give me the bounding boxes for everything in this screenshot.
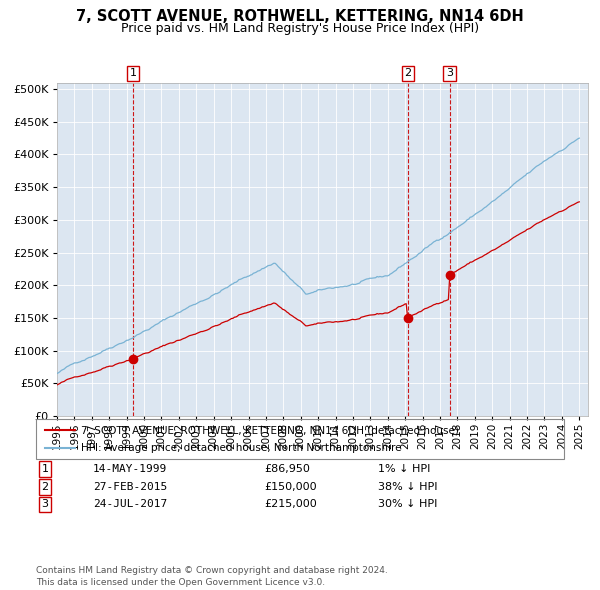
Text: Contains HM Land Registry data © Crown copyright and database right 2024.
This d: Contains HM Land Registry data © Crown c… bbox=[36, 566, 388, 587]
Text: 14-MAY-1999: 14-MAY-1999 bbox=[93, 464, 167, 474]
Text: 38% ↓ HPI: 38% ↓ HPI bbox=[378, 482, 437, 491]
Text: £215,000: £215,000 bbox=[264, 500, 317, 509]
Text: HPI: Average price, detached house, North Northamptonshire: HPI: Average price, detached house, Nort… bbox=[81, 442, 401, 453]
Text: 1: 1 bbox=[130, 68, 137, 78]
Text: 24-JUL-2017: 24-JUL-2017 bbox=[93, 500, 167, 509]
Text: 2: 2 bbox=[404, 68, 412, 78]
Text: 1: 1 bbox=[41, 464, 49, 474]
Text: 1% ↓ HPI: 1% ↓ HPI bbox=[378, 464, 430, 474]
Text: Price paid vs. HM Land Registry's House Price Index (HPI): Price paid vs. HM Land Registry's House … bbox=[121, 22, 479, 35]
Text: £150,000: £150,000 bbox=[264, 482, 317, 491]
Text: £86,950: £86,950 bbox=[264, 464, 310, 474]
Text: 27-FEB-2015: 27-FEB-2015 bbox=[93, 482, 167, 491]
Text: 7, SCOTT AVENUE, ROTHWELL, KETTERING, NN14 6DH (detached house): 7, SCOTT AVENUE, ROTHWELL, KETTERING, NN… bbox=[81, 425, 459, 435]
Text: 3: 3 bbox=[446, 68, 453, 78]
Text: 2: 2 bbox=[41, 482, 49, 491]
Text: 3: 3 bbox=[41, 500, 49, 509]
Text: 30% ↓ HPI: 30% ↓ HPI bbox=[378, 500, 437, 509]
Text: 7, SCOTT AVENUE, ROTHWELL, KETTERING, NN14 6DH: 7, SCOTT AVENUE, ROTHWELL, KETTERING, NN… bbox=[76, 9, 524, 24]
